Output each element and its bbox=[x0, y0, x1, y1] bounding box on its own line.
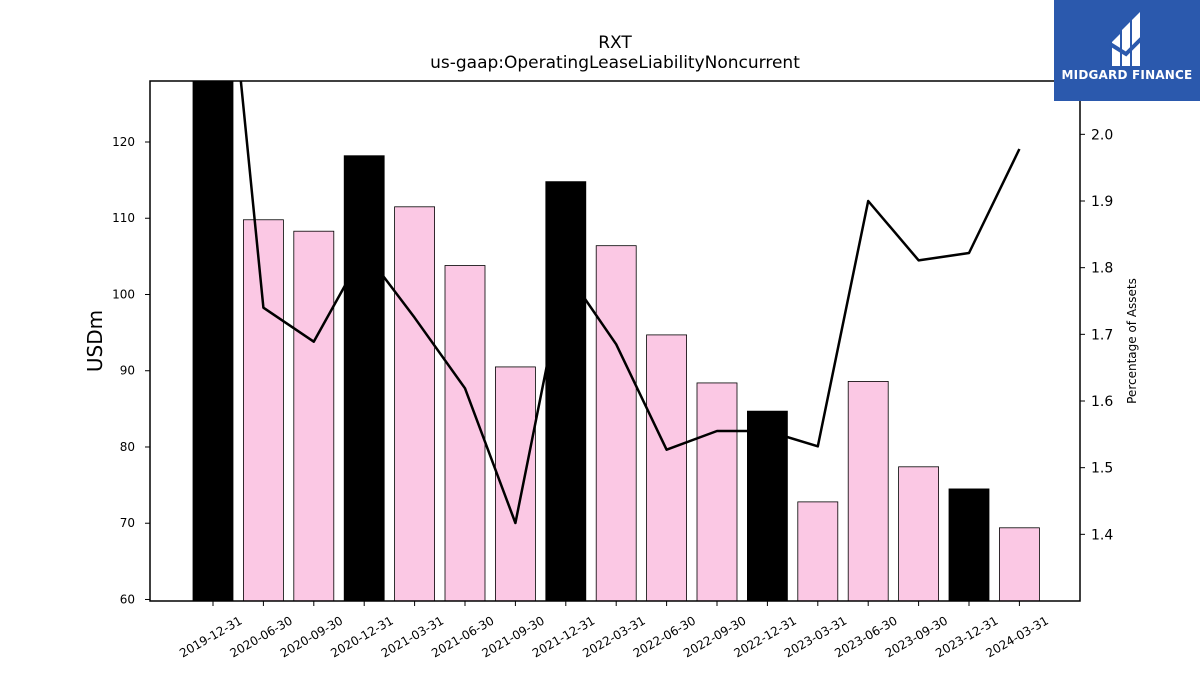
bar-2020-06-30 bbox=[242, 219, 284, 601]
y-tick-label: 90 bbox=[120, 364, 135, 378]
y2-tick-label: 1.8 bbox=[1091, 261, 1113, 277]
logo-mark-icon bbox=[1108, 12, 1144, 66]
left-axis-ticks: 60 70 80 90 100 110 120 bbox=[112, 135, 150, 606]
bar-2021-12-31 bbox=[545, 181, 587, 601]
bar-2019-12-31 bbox=[192, 81, 234, 601]
logo-text: MIDGARD FINANCE bbox=[1061, 68, 1193, 82]
percentage-line bbox=[239, 81, 1021, 525]
bar-2022-09-30 bbox=[696, 382, 738, 601]
bar-2021-06-30 bbox=[444, 265, 486, 601]
bar-2023-06-30 bbox=[847, 381, 889, 601]
bar-2020-12-31 bbox=[343, 155, 385, 601]
bar-2021-03-31 bbox=[394, 206, 436, 601]
plot-frame bbox=[149, 80, 1081, 602]
chart-title: RXT bbox=[598, 33, 632, 53]
y2-tick-label: 1.5 bbox=[1091, 461, 1113, 477]
y-tick-label: 100 bbox=[112, 287, 135, 301]
chart-subtitle: us-gaap:OperatingLeaseLiabilityNoncurren… bbox=[430, 53, 800, 73]
line-series bbox=[239, 81, 1021, 525]
y-tick-label: 70 bbox=[120, 516, 135, 530]
y-tick-label: 60 bbox=[120, 592, 135, 606]
y-tick-label: 120 bbox=[112, 135, 135, 149]
bar-2023-12-31 bbox=[948, 488, 990, 601]
y-tick-label: 80 bbox=[120, 440, 135, 454]
bar-series bbox=[192, 81, 1040, 601]
right-axis-ticks: 1.4 1.5 1.6 1.7 1.8 1.9 2.0 bbox=[1080, 127, 1113, 543]
y2-tick-label: 2.0 bbox=[1091, 127, 1113, 143]
bar-2022-12-31 bbox=[747, 410, 788, 601]
bar-2023-03-31 bbox=[797, 501, 839, 601]
y2-axis-label: Percentage of Assets bbox=[1125, 278, 1139, 404]
y2-tick-label: 1.9 bbox=[1091, 194, 1113, 210]
bar-2022-03-31 bbox=[595, 245, 637, 601]
y2-tick-label: 1.6 bbox=[1091, 394, 1113, 410]
y-tick-label: 110 bbox=[112, 211, 135, 225]
x-axis-ticks: 2019-12-312020-06-302020-09-302020-12-31… bbox=[177, 601, 1051, 660]
bar-2023-09-30 bbox=[898, 466, 939, 601]
bar-2022-06-30 bbox=[646, 334, 687, 601]
bar-2020-09-30 bbox=[293, 230, 335, 601]
y-axis-label: USDm bbox=[83, 310, 107, 372]
y2-tick-label: 1.7 bbox=[1091, 327, 1113, 343]
brand-logo: MIDGARD FINANCE bbox=[1054, 0, 1200, 101]
bar-2024-03-31 bbox=[999, 527, 1040, 601]
y2-tick-label: 1.4 bbox=[1091, 527, 1113, 543]
